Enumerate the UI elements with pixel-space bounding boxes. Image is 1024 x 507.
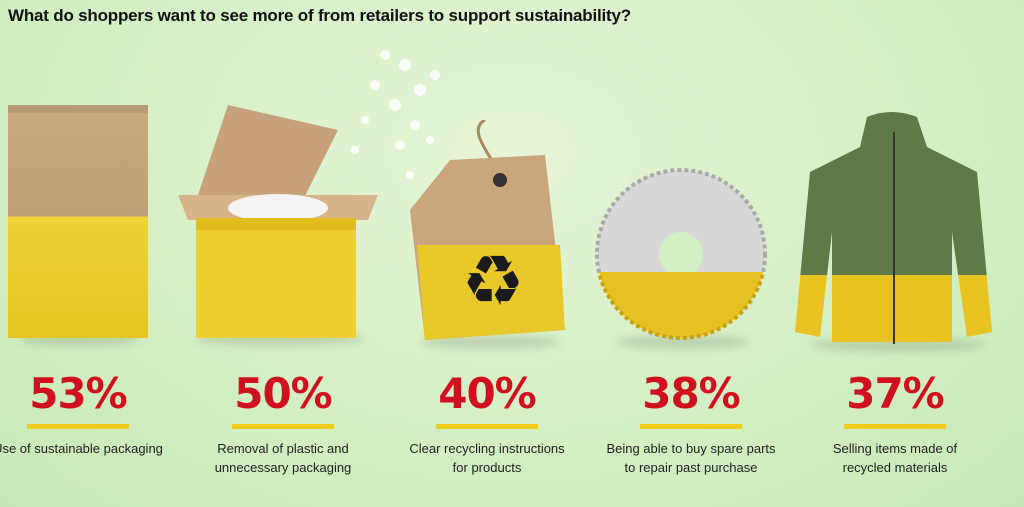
underline-bar: [232, 424, 334, 429]
underline-bar: [436, 424, 538, 429]
stat-item: 37% Selling items made of recycled mater…: [793, 370, 997, 477]
underline-bar: [844, 424, 946, 429]
percent-value: 40%: [438, 369, 537, 418]
percent-value: 37%: [846, 369, 945, 418]
percent-value: 53%: [29, 369, 128, 418]
stat-label: Removal of plastic and unnecessary packa…: [214, 441, 352, 475]
rain-jacket-icon: [795, 112, 992, 344]
stat-label: Being able to buy spare parts to repair …: [606, 441, 776, 475]
stat-item: 40% Clear recycling instructions for pro…: [385, 370, 589, 477]
percent-value: 50%: [234, 369, 333, 418]
bike-cassette-gear-icon: [595, 168, 767, 340]
stat-label: Clear recycling instructions for product…: [409, 441, 565, 475]
stat-label: Selling items made of recycled materials: [832, 441, 958, 475]
stat-item: 38% Being able to buy spare parts to rep…: [589, 370, 793, 477]
infographic-title: What do shoppers want to see more of fro…: [8, 6, 631, 25]
underline-bar: [640, 424, 742, 429]
cardboard-box-icon: [178, 105, 378, 338]
packing-peanuts-icon: [351, 50, 440, 179]
kraft-pouch-icon: [8, 105, 148, 338]
stat-item: 53% Use of sustainable packaging: [0, 370, 180, 458]
recycling-tag-icon: ♻: [410, 120, 565, 340]
stat-item: 50% Removal of plastic and unnecessary p…: [181, 370, 385, 477]
stat-label: Use of sustainable packaging: [0, 441, 163, 456]
svg-text:♻: ♻: [462, 240, 525, 322]
underline-bar: [27, 424, 129, 429]
percent-value: 38%: [642, 369, 741, 418]
